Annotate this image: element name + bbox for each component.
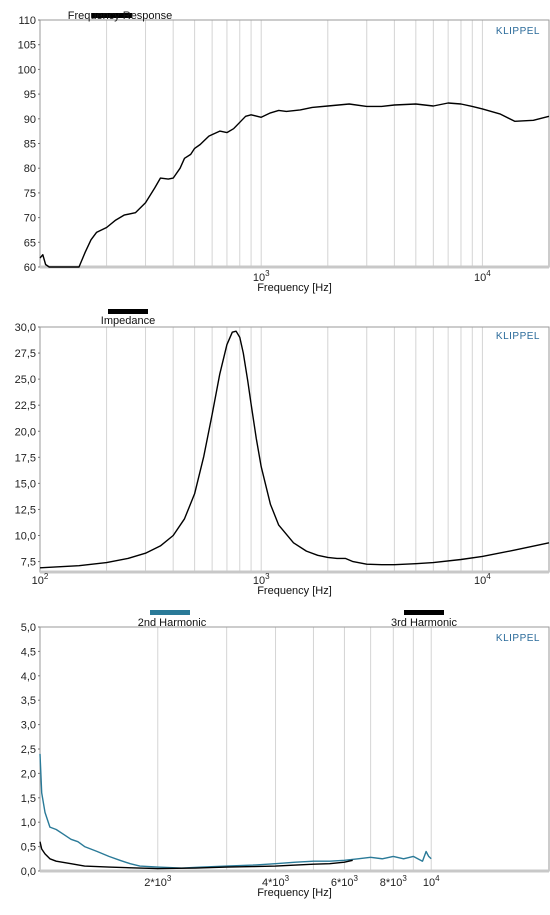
y-tick-label: 0,0 <box>21 866 36 878</box>
y-tick-label: 20,0 <box>15 426 36 438</box>
series-line-2 <box>39 841 353 870</box>
legend-swatch <box>404 610 444 615</box>
series-line-1 <box>39 753 432 869</box>
plot-frame <box>39 626 550 872</box>
y-tick-label: 60 <box>24 262 36 274</box>
y-tick-label: 17,5 <box>15 452 36 464</box>
grid <box>106 327 483 572</box>
y-tick-labels: 7,5 10,0 12,5 15,0 17,5 20,0 22,5 25,0 27,5 30,0 <box>15 322 40 569</box>
y-tick-label: 80 <box>24 163 36 175</box>
x-tick-label: 8*103 <box>380 874 408 889</box>
legend-swatch <box>92 13 132 18</box>
grid <box>106 20 483 267</box>
harmonic-distortion-chart: 0,0 0,5 1,0 1,5 2,0 2,5 3,0 3,5 4,0 4,5 5,0 2*103 4*… <box>21 610 550 899</box>
impedance-chart: 7,5 10,0 12,5 15,0 17,5 20,0 22,5 25,0 27,5 30,0 1… <box>15 309 550 597</box>
y-tick-label: 110 <box>18 15 36 27</box>
x-axis-title: Frequency [Hz] <box>257 282 332 294</box>
x-tick-label: 103 <box>253 572 270 587</box>
y-tick-label: 25,0 <box>15 374 36 386</box>
brand-label: KLIPPEL <box>496 633 540 644</box>
y-tick-label: 100 <box>18 64 36 76</box>
y-tick-label: 2,0 <box>21 768 36 780</box>
legend-label: Impedance <box>101 315 155 327</box>
y-tick-label: 2,5 <box>21 744 36 756</box>
x-tick-label: 104 <box>423 874 440 889</box>
y-tick-label: 27,5 <box>15 348 36 360</box>
y-tick-label: 4,5 <box>21 646 36 658</box>
x-tick-label: 6*103 <box>331 874 359 889</box>
y-tick-labels: 60 65 70 75 80 85 90 95 100 105 110 <box>18 15 40 274</box>
series-line-1 <box>39 330 550 569</box>
x-tick-label: 102 <box>32 572 49 587</box>
x-axis-title: Frequency [Hz] <box>257 887 332 899</box>
x-axis-title: Frequency [Hz] <box>257 585 332 597</box>
legend-label: Frequency Response <box>68 10 173 22</box>
x-tick-label: 104 <box>474 572 491 587</box>
y-tick-label: 105 <box>18 40 36 52</box>
brand-label: KLIPPEL <box>496 26 540 37</box>
x-tick-label: 2*103 <box>144 874 172 889</box>
y-tick-label: 90 <box>24 114 36 126</box>
y-tick-label: 1,0 <box>21 817 36 829</box>
y-tick-label: 22,5 <box>15 400 36 412</box>
x-tick-labels: 102 103 104 <box>32 572 492 587</box>
legend-swatch <box>108 309 148 314</box>
x-tick-label: 103 <box>253 269 270 284</box>
y-tick-label: 15,0 <box>15 478 36 490</box>
grid <box>157 627 432 871</box>
x-tick-label: 4*103 <box>262 874 290 889</box>
x-tick-label: 104 <box>474 269 491 284</box>
legend-label: 2nd Harmonic <box>138 617 207 629</box>
y-tick-label: 10,0 <box>15 531 36 543</box>
y-tick-label: 4,0 <box>21 671 36 683</box>
y-tick-label: 85 <box>24 139 36 151</box>
y-tick-label: 70 <box>24 213 36 225</box>
x-tick-labels: 103 104 <box>253 269 491 284</box>
frequency-response-chart: 60 65 70 75 80 85 90 95 100 105 110 103 104 Frequency… <box>18 10 550 294</box>
y-tick-label: 1,5 <box>21 793 36 805</box>
y-tick-labels: 0,0 0,5 1,0 1,5 2,0 2,5 3,0 3,5 4,0 4,5 5,0 <box>21 622 40 878</box>
y-tick-label: 12,5 <box>15 504 36 516</box>
y-tick-label: 0,5 <box>21 842 36 854</box>
y-tick-label: 95 <box>24 89 36 101</box>
x-tick-labels: 2*103 4*103 6*103 8*103 104 <box>144 874 440 889</box>
legend-swatch <box>150 610 190 615</box>
y-tick-label: 3,5 <box>21 695 36 707</box>
y-tick-label: 3,0 <box>21 720 36 732</box>
legend-label: 3rd Harmonic <box>391 617 458 629</box>
y-tick-label: 5,0 <box>21 622 36 634</box>
y-tick-label: 30,0 <box>15 322 36 334</box>
y-tick-label: 7,5 <box>21 557 36 569</box>
brand-label: KLIPPEL <box>496 331 540 342</box>
y-tick-label: 65 <box>24 237 36 249</box>
series-line-1 <box>39 102 550 268</box>
y-tick-label: 75 <box>24 188 36 200</box>
